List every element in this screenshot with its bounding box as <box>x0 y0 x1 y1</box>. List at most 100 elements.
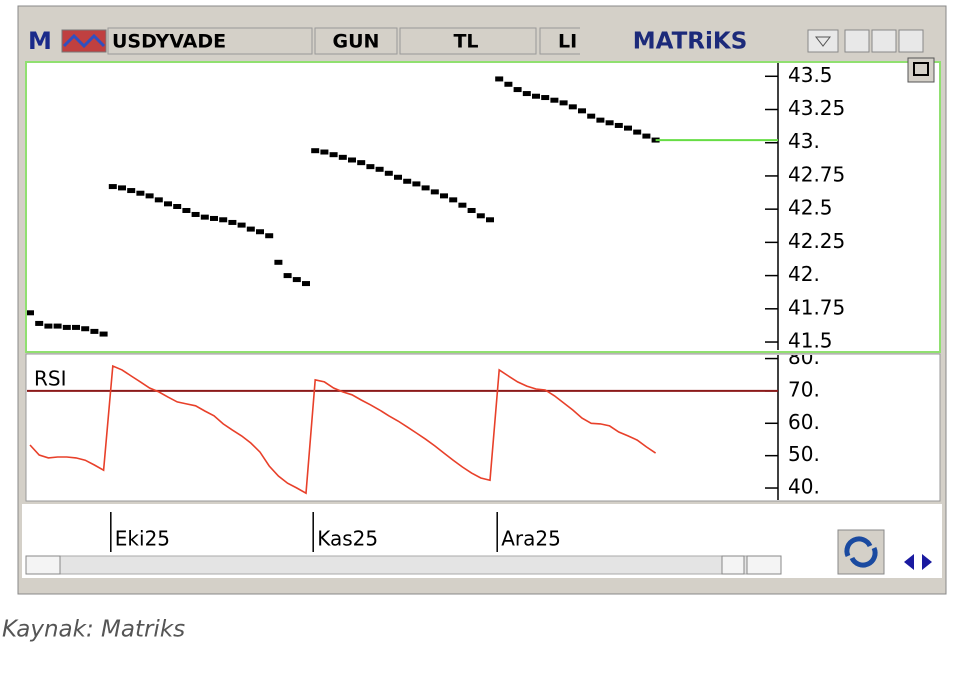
panel-button-icon <box>913 62 929 76</box>
price-bar <box>633 129 642 135</box>
dropdown-button[interactable] <box>807 29 839 53</box>
price-bar <box>228 219 237 225</box>
price-bar <box>495 76 504 82</box>
price-bar <box>458 202 467 208</box>
price-plot: 43.5 43.25 43. 42.75 42.5 42.25 42. 41.75 41.5 <box>27 63 845 353</box>
minimize-button[interactable] <box>844 29 870 53</box>
price-bar <box>81 326 90 332</box>
panel-button[interactable] <box>907 57 935 83</box>
price-bar <box>237 222 246 228</box>
price-bar <box>504 81 513 87</box>
price-bar <box>449 197 458 203</box>
price-bar <box>173 204 182 209</box>
y-tick-label: 43.25 <box>788 96 845 120</box>
price-bar <box>357 160 366 166</box>
maximize-button[interactable] <box>871 29 897 53</box>
price-bar <box>311 148 320 154</box>
prev-button[interactable] <box>904 554 914 570</box>
brand-box <box>580 26 800 56</box>
y-tick-label: 50. <box>788 442 820 466</box>
source-note: Kaynak: Matriks <box>2 617 185 643</box>
symbol-box[interactable] <box>107 27 313 55</box>
y-tick-label: 42. <box>788 262 820 286</box>
price-bar <box>375 166 384 172</box>
price-bar <box>624 125 632 131</box>
price-bar <box>72 324 80 330</box>
scroll-right[interactable] <box>746 555 782 575</box>
price-bar <box>421 185 430 191</box>
y-tick-label: 43. <box>788 129 820 153</box>
price-bar <box>550 97 559 103</box>
rsi-line <box>29 364 657 495</box>
next-button[interactable] <box>922 554 932 570</box>
price-bar <box>200 214 209 220</box>
price-bar <box>27 310 34 316</box>
period: GUN <box>333 31 380 53</box>
mode-box[interactable] <box>539 27 585 55</box>
currency-box[interactable] <box>399 27 537 55</box>
y-tick-label: 80. <box>788 345 820 369</box>
price-bar <box>476 213 485 219</box>
logo-letter: M <box>28 27 52 55</box>
price-bar <box>596 117 605 123</box>
refresh-icon <box>844 536 878 568</box>
price-bar <box>118 185 126 191</box>
price-bar <box>164 201 172 207</box>
brand: MATRiKS <box>633 29 748 55</box>
chart-icon-wave <box>62 33 106 49</box>
price-bar <box>136 190 145 196</box>
price-bar <box>329 152 338 158</box>
rsi-title: RSI <box>34 367 67 391</box>
scroll-left[interactable] <box>25 555 61 575</box>
price-bar <box>605 120 614 126</box>
price-bar <box>127 188 136 194</box>
time-axis: Eki25 Kas25 Ara25 <box>110 512 561 552</box>
scrollbar[interactable] <box>25 555 782 575</box>
price-bar <box>348 157 356 163</box>
price-bar <box>246 226 255 232</box>
y-tick-label: 41.5 <box>788 329 833 353</box>
price-bar <box>568 104 577 110</box>
price-bar <box>191 211 200 217</box>
price-bar <box>440 193 448 199</box>
price-bar <box>292 277 301 283</box>
scroll-thumb[interactable] <box>721 555 745 575</box>
price-bar <box>256 229 264 235</box>
price-bar <box>384 170 393 176</box>
price-bar <box>90 328 99 334</box>
price-bar <box>320 149 329 155</box>
y-tick-label: 41.75 <box>788 295 845 319</box>
price-bar <box>541 95 550 101</box>
price-bar <box>154 197 163 203</box>
y-tick-label: 42.5 <box>788 196 833 220</box>
close-button[interactable] <box>898 29 924 53</box>
price-bar <box>62 324 71 330</box>
price-bar <box>614 122 623 128</box>
dropdown-arrow <box>814 36 832 47</box>
price-bar <box>283 273 292 279</box>
price-bar <box>587 113 596 119</box>
price-bar <box>403 178 412 184</box>
x-tick-label: Eki25 <box>115 527 170 551</box>
price-bar <box>219 217 228 223</box>
price-bar <box>522 91 531 97</box>
period-box[interactable] <box>314 27 398 55</box>
price-bar <box>44 323 53 329</box>
price-bar <box>338 154 347 160</box>
price-bar <box>532 93 540 99</box>
rsi-plot: 80. 70. 60. 50. 40. <box>27 345 820 500</box>
price-bar <box>265 233 274 239</box>
y-tick-label: 42.75 <box>788 162 845 186</box>
price-bar <box>578 108 586 114</box>
price-bar <box>210 215 218 221</box>
y-tick-label: 42.25 <box>788 229 845 253</box>
price-bar <box>274 259 283 265</box>
y-tick-label: 43.5 <box>788 63 833 87</box>
y-tick-label: 60. <box>788 410 820 434</box>
price-bar <box>642 133 651 139</box>
price-bar <box>486 217 494 223</box>
x-tick-label: Kas25 <box>317 527 378 551</box>
price-bar <box>559 100 568 106</box>
price-bar <box>108 184 117 190</box>
